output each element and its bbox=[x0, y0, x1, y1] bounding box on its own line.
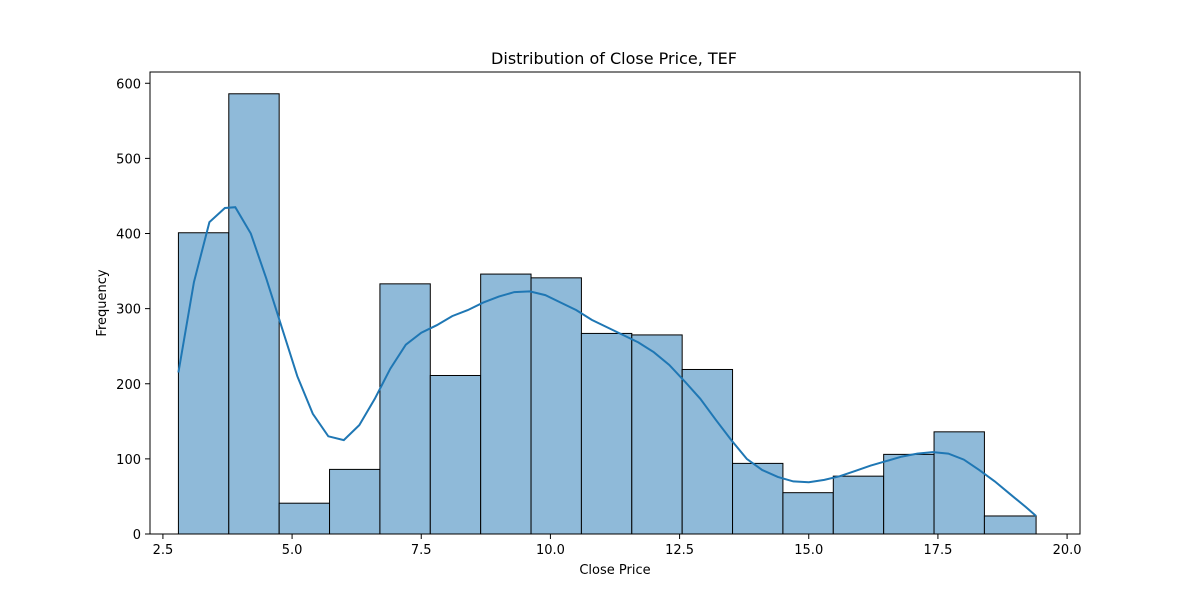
histogram-bar bbox=[883, 453, 935, 535]
histogram-bar bbox=[631, 334, 683, 535]
x-tick-label: 10.0 bbox=[536, 543, 565, 558]
histogram-bar bbox=[782, 492, 834, 535]
y-axis-label: Frequency bbox=[95, 269, 110, 336]
y-tick-label: 500 bbox=[116, 152, 141, 167]
kde-curve bbox=[177, 206, 1037, 517]
histogram-bar bbox=[429, 374, 482, 535]
histogram-bar bbox=[732, 462, 784, 535]
x-tick-label: 15.0 bbox=[794, 543, 823, 558]
histogram-bar bbox=[530, 277, 582, 535]
histogram-bar bbox=[933, 431, 985, 535]
histogram-bar bbox=[832, 475, 885, 535]
x-tick-label: 20.0 bbox=[1053, 543, 1082, 558]
histogram-bar bbox=[278, 502, 331, 535]
histogram-bar bbox=[681, 368, 734, 535]
histogram-bar bbox=[329, 468, 381, 535]
histogram-bars bbox=[177, 93, 1037, 535]
x-axis-label: Close Price bbox=[579, 563, 650, 578]
histogram-bar bbox=[580, 332, 633, 535]
plot-frame bbox=[149, 71, 1081, 535]
x-axis-ticks: 2.5 5.0 7.5 10.0 12.5 15.0 17.5 20.0 bbox=[153, 534, 1082, 558]
x-tick-label: 2.5 bbox=[153, 543, 174, 558]
y-tick-label: 400 bbox=[116, 228, 141, 243]
y-tick-label: 600 bbox=[116, 77, 141, 92]
histogram-bar bbox=[228, 93, 280, 535]
x-tick-label: 5.0 bbox=[282, 543, 303, 558]
chart-title: Distribution of Close Price, TEF bbox=[491, 49, 737, 68]
histogram-bar bbox=[480, 273, 532, 535]
x-tick-label: 17.5 bbox=[923, 543, 952, 558]
x-tick-label: 12.5 bbox=[665, 543, 694, 558]
histogram-bar bbox=[177, 232, 230, 535]
y-tick-label: 0 bbox=[133, 528, 141, 543]
histogram-bar bbox=[379, 283, 431, 535]
histogram-bar bbox=[983, 515, 1037, 535]
x-tick-label: 7.5 bbox=[411, 543, 432, 558]
y-axis-ticks: 0 100 200 300 400 500 600 bbox=[116, 77, 150, 543]
y-tick-label: 200 bbox=[116, 378, 141, 393]
y-tick-label: 300 bbox=[116, 303, 141, 318]
y-tick-label: 100 bbox=[116, 453, 141, 468]
